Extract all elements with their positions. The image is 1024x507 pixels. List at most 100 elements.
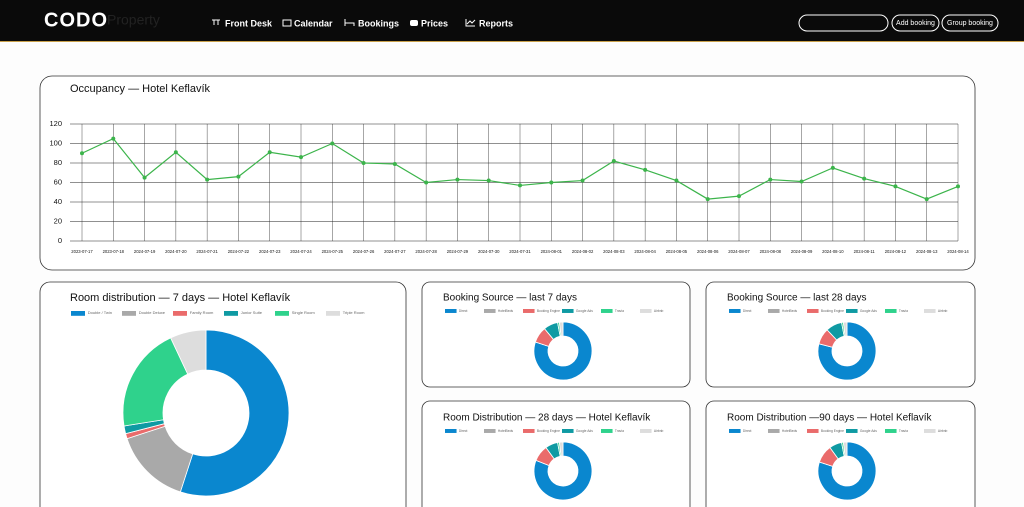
legend-label: Airbnb [654, 429, 664, 433]
search-input[interactable] [798, 14, 889, 32]
nav-item[interactable]: Bookings [358, 18, 399, 28]
legend-swatch [275, 311, 289, 316]
legend-label: Google Ads [860, 429, 877, 433]
data-point [267, 150, 272, 155]
x-tick-label: 2024-07-24 [290, 249, 312, 254]
x-tick-label: 2024-07-28 [415, 249, 437, 254]
chart-title: Room Distribution — 28 days — Hotel Kefl… [443, 413, 651, 424]
legend-label: Double / Twin [88, 310, 112, 315]
legend-label: Booking Engine [821, 429, 844, 433]
legend-swatch [326, 311, 340, 316]
legend-label: Travia [615, 309, 624, 313]
legend-swatch [846, 309, 858, 313]
data-point [830, 165, 835, 170]
x-tick-label: 2024-08-10 [822, 249, 844, 254]
chart-title: Room Distribution —90 days — Hotel Kefla… [727, 413, 933, 424]
legend-swatch [601, 309, 613, 313]
donut-slice [533, 321, 593, 381]
legend-swatch [71, 311, 85, 316]
x-tick-label: 2024-08-11 [854, 249, 876, 254]
legend-swatch [562, 309, 574, 313]
y-tick-label: 80 [54, 158, 62, 167]
legend-swatch [885, 309, 897, 313]
x-tick-label: 2024-07-27 [384, 249, 406, 254]
legend-label: Family Room [190, 310, 214, 315]
legend-swatch [885, 429, 897, 433]
legend-label: Double Deluxe [139, 310, 166, 315]
nav: Front Desk Calendar Bookings Prices Repo… [212, 18, 513, 28]
nav-icon [410, 20, 418, 26]
donut-slice [179, 329, 290, 497]
y-tick-label: 60 [54, 177, 62, 186]
legend-label: HotelBeds [498, 429, 514, 433]
legend-swatch [768, 429, 780, 433]
legend-label: Travia [899, 309, 908, 313]
legend-label: Booking Engine [537, 429, 560, 433]
card [39, 281, 407, 507]
x-tick-label: 2024-07-30 [478, 249, 500, 254]
chart-title: Room distribution — 7 days — Hotel Kefla… [70, 292, 291, 304]
x-tick-label: 2024-08-07 [728, 249, 750, 254]
logo-sub: Property [107, 12, 160, 28]
button-label[interactable]: Add booking [896, 20, 935, 27]
legend-swatch [924, 309, 936, 313]
data-point [80, 151, 84, 156]
data-point [799, 179, 804, 184]
data-point [142, 175, 147, 180]
logo[interactable]: CODO [44, 9, 108, 31]
legend-swatch [640, 429, 652, 433]
legend-swatch [729, 309, 741, 313]
x-tick-label: 2024-07-31 [509, 249, 531, 254]
data-point [893, 184, 898, 189]
legend-swatch [173, 311, 187, 316]
donut-slice [558, 321, 564, 337]
nav-item[interactable]: Calendar [294, 18, 333, 28]
data-point [486, 178, 491, 183]
legend-label: Google Ads [860, 309, 877, 313]
data-point [173, 150, 178, 155]
nav-item[interactable]: Prices [421, 18, 448, 28]
data-point [956, 184, 960, 189]
data-point [299, 155, 303, 160]
x-tick-label: 2024-07-26 [353, 249, 375, 254]
x-tick-label: 2024-08-04 [634, 249, 656, 254]
legend-label: Direct [459, 429, 468, 433]
legend-label: Airbnb [938, 309, 948, 313]
nav-item[interactable]: Front Desk [225, 18, 273, 28]
data-point [580, 178, 585, 183]
donut-slice [842, 321, 848, 337]
data-point [705, 197, 710, 202]
legend-label: Airbnb [938, 429, 948, 433]
legend-swatch [924, 429, 936, 433]
x-tick-label: 2024-08-12 [885, 249, 907, 254]
data-point [518, 183, 522, 188]
legend-swatch [445, 429, 457, 433]
nav-item[interactable]: Reports [479, 18, 513, 28]
button[interactable] [891, 14, 940, 32]
x-tick-label: 2024-07-29 [447, 249, 469, 254]
data-point [205, 177, 210, 182]
legend-swatch [122, 311, 136, 316]
chart-title: Occupancy — Hotel Keflavík [70, 83, 211, 95]
legend-swatch [484, 429, 496, 433]
data-point [862, 176, 867, 181]
legend-swatch [601, 429, 613, 433]
legend-swatch [807, 429, 819, 433]
legend-swatch [846, 429, 858, 433]
legend-label: Direct [743, 309, 752, 313]
x-tick-label: 2024-07-21 [196, 249, 218, 254]
legend-swatch [768, 309, 780, 313]
data-point [392, 161, 397, 166]
legend-label: Travia [615, 429, 624, 433]
data-point [361, 161, 366, 165]
data-point [236, 174, 241, 179]
legend-label: Triple Room [343, 310, 365, 315]
button[interactable] [941, 14, 999, 32]
chart-title: Booking Source — last 28 days [727, 293, 867, 304]
button-label[interactable]: Group booking [947, 20, 993, 27]
x-tick-label: 2024-07-23 [259, 249, 281, 254]
x-tick-label: 2024-08-13 [916, 249, 938, 254]
legend-label: Airbnb [654, 309, 664, 313]
x-tick-label: 2024-08-01 [541, 249, 563, 254]
